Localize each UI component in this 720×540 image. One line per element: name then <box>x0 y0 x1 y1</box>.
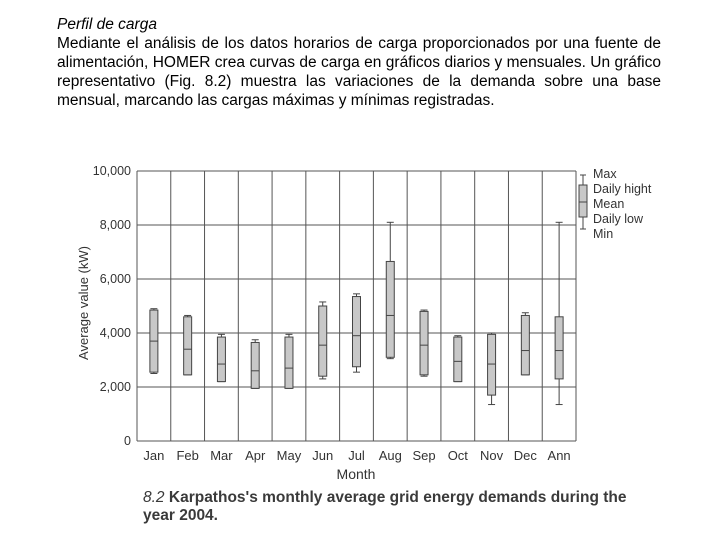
x-tick-label: May <box>277 448 302 463</box>
box-jul <box>352 293 361 373</box>
x-tick-label: Dec <box>514 448 538 463</box>
y-tick-label: 6,000 <box>100 272 131 286</box>
box-sep <box>419 309 429 377</box>
boxplot-chart: 0 2,000 4,000 6,000 8,000 10,000 Jan Feb Mar Apr… <box>76 164 652 482</box>
y-tick-label: 8,000 <box>100 218 131 232</box>
box-feb <box>183 314 193 376</box>
y-tick-label: 10,000 <box>93 164 131 178</box>
box-jan <box>149 308 159 374</box>
intro-text: Perfil de carga Mediante el análisis de … <box>57 15 661 110</box>
figure-caption: 8.2 Karpathos's monthly average grid ene… <box>143 489 643 525</box>
box-range <box>216 336 226 383</box>
section-heading: Perfil de carga <box>57 16 157 33</box>
box-apr <box>250 339 260 389</box>
box-range <box>520 314 530 376</box>
box-range <box>487 333 497 396</box>
y-axis-ticks: 0 2,000 4,000 6,000 8,000 10,000 <box>93 164 131 448</box>
x-axis-label: Month <box>337 466 376 482</box>
x-tick-label: Jul <box>348 448 365 463</box>
boxes <box>149 221 564 406</box>
box-jun <box>318 301 328 380</box>
box-nov <box>487 332 497 406</box>
box-range <box>250 341 260 389</box>
legend-label: Mean <box>593 197 624 211</box>
box-dec <box>520 312 530 376</box>
x-tick-label: Nov <box>480 448 504 463</box>
legend-label: Daily low <box>593 212 644 226</box>
box-range <box>352 296 361 368</box>
x-tick-label: Jun <box>312 448 333 463</box>
box-range <box>318 305 328 377</box>
x-tick-label: Oct <box>448 448 469 463</box>
box-range <box>554 316 564 380</box>
y-tick-label: 0 <box>124 434 131 448</box>
caption-text: Karpathos's monthly average grid energy … <box>143 489 627 524</box>
legend-label: Daily hight <box>593 182 652 196</box>
x-tick-label: Sep <box>412 448 435 463</box>
box-range <box>284 336 294 389</box>
y-tick-label: 4,000 <box>100 326 131 340</box>
box-range <box>183 316 193 376</box>
x-tick-label: Feb <box>176 448 198 463</box>
figure-number: 8.2 <box>143 489 165 506</box>
box-may <box>284 333 294 389</box>
x-axis-ticks: Jan Feb Mar Apr May Jun Jul Aug Sep Oct Nov Dec Ann <box>143 448 570 463</box>
y-axis-label: Average value (kW) <box>76 246 91 360</box>
legend-label: Max <box>593 167 617 181</box>
box-ann <box>554 221 564 406</box>
legend-box <box>578 184 588 218</box>
box-aug <box>385 221 395 360</box>
x-tick-label: Apr <box>245 448 266 463</box>
x-tick-label: Ann <box>548 448 571 463</box>
box-oct <box>453 335 463 383</box>
legend-label: Min <box>593 227 613 241</box>
x-tick-label: Aug <box>379 448 402 463</box>
grid <box>136 170 577 442</box>
x-tick-label: Jan <box>143 448 164 463</box>
box-range <box>453 336 463 383</box>
y-tick-label: 2,000 <box>100 380 131 394</box>
box-range <box>385 260 395 358</box>
box-range <box>419 310 429 376</box>
intro-paragraph: Mediante el análisis de los datos horari… <box>57 35 661 109</box>
box-mar <box>216 333 226 383</box>
x-tick-label: Mar <box>210 448 233 463</box>
